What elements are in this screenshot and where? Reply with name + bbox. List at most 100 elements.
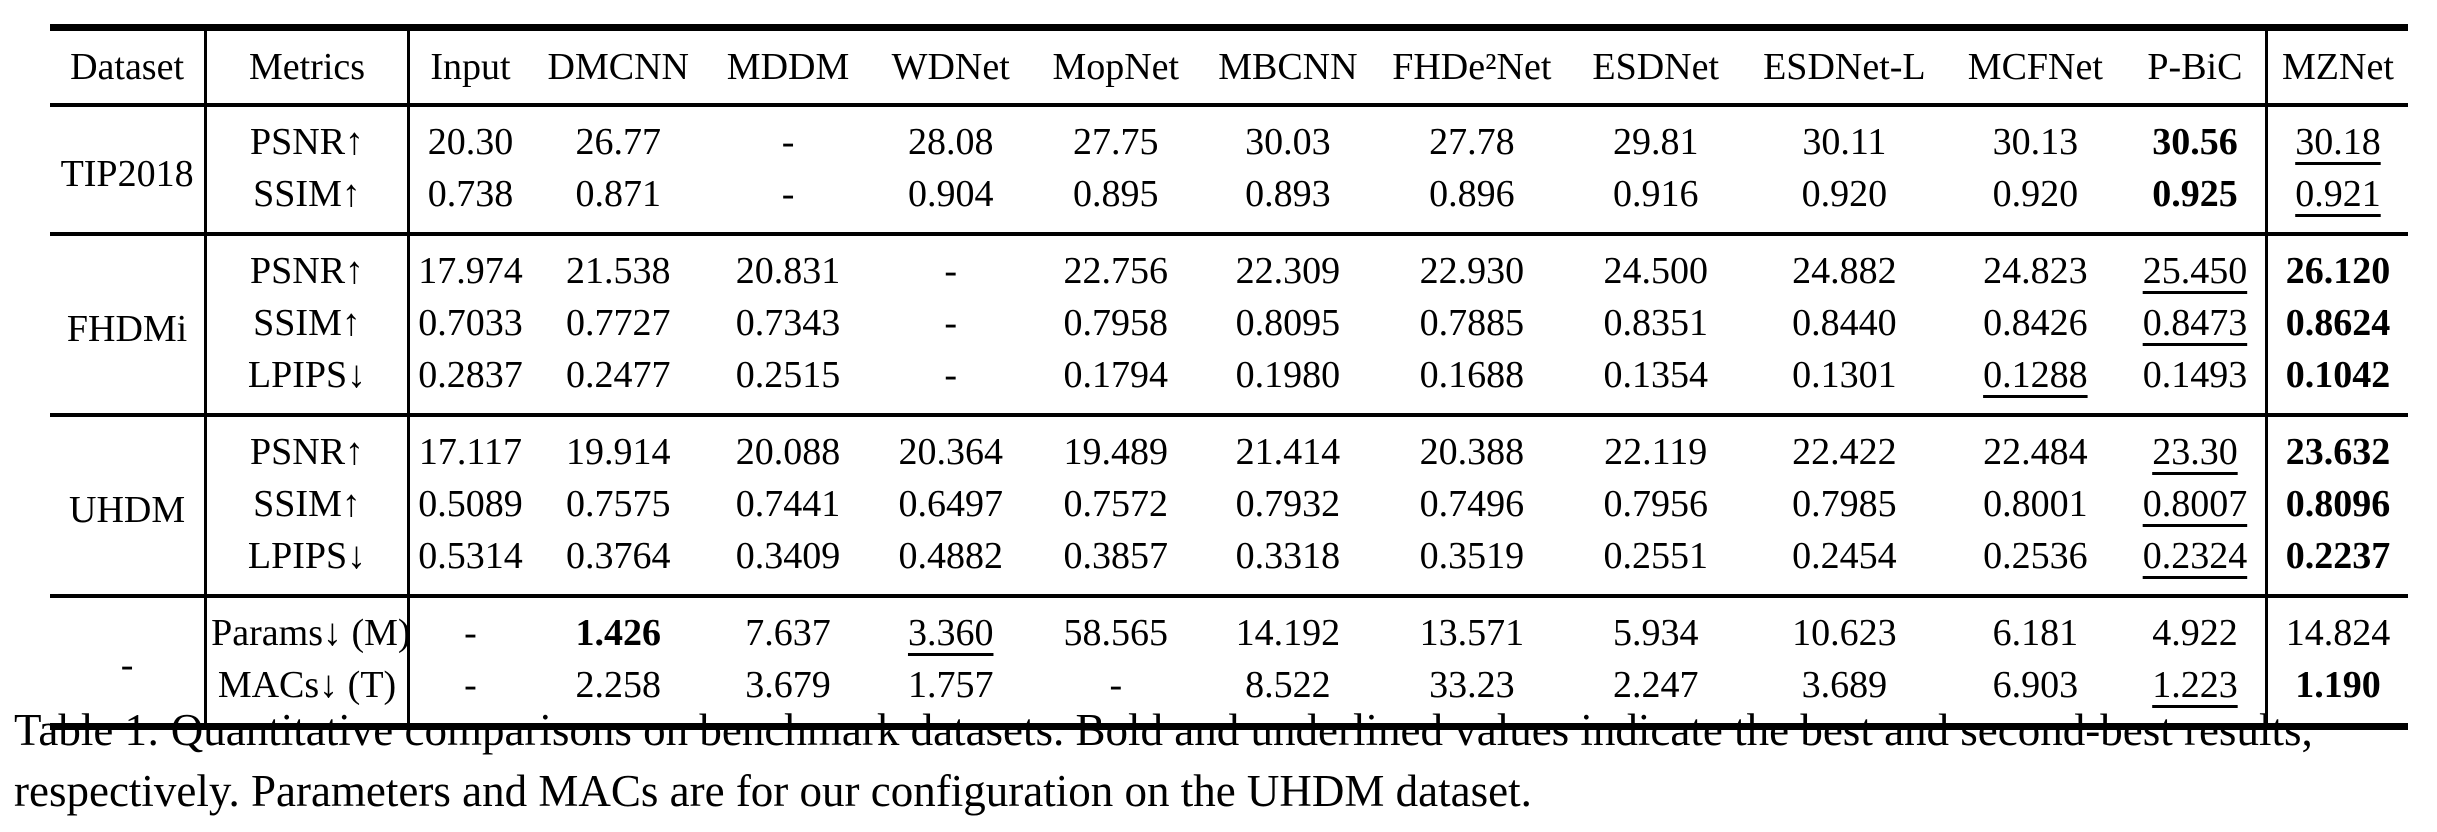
value-cell: 0.738 bbox=[408, 168, 531, 234]
header-row: Dataset Metrics Input DMCNN MDDM WDNet MopNet M… bbox=[50, 27, 2408, 105]
value-cell: 20.831 bbox=[706, 234, 871, 297]
value: 0.896 bbox=[1429, 173, 1515, 215]
column-header-mopnet: MopNet bbox=[1052, 46, 1180, 88]
value: 0.7496 bbox=[1419, 483, 1525, 525]
value-cell: 33.23 bbox=[1375, 659, 1568, 727]
value-cell: 0.893 bbox=[1201, 168, 1375, 234]
value: 22.119 bbox=[1604, 431, 1708, 473]
value-cell: 0.7885 bbox=[1375, 297, 1568, 349]
value-cell: 1.757 bbox=[871, 659, 1031, 727]
value-cell: 0.904 bbox=[871, 168, 1031, 234]
column-header-input: Input bbox=[430, 46, 511, 88]
column-header-esdnet: ESDNet bbox=[1592, 46, 1720, 88]
value-cell: 0.4882 bbox=[871, 530, 1031, 596]
value-cell: 20.30 bbox=[408, 105, 531, 168]
value-cell: 0.8351 bbox=[1568, 297, 1742, 349]
value-cell: 0.1794 bbox=[1031, 349, 1201, 415]
column-header-dataset: Dataset bbox=[50, 27, 208, 105]
value-cell: 0.7956 bbox=[1568, 478, 1742, 530]
metric-label: PSNR↑ bbox=[205, 415, 410, 478]
value-cell: 3.689 bbox=[1743, 659, 1946, 727]
table-row: SSIM↑ 0.738 0.871 - 0.904 0.895 0.893 0.896 0.91… bbox=[50, 168, 2408, 234]
value-cell: 3.360 bbox=[871, 596, 1031, 659]
value: 28.08 bbox=[907, 121, 994, 163]
value-cell: 0.1980 bbox=[1201, 349, 1375, 415]
value-cell: 26.120 bbox=[2266, 234, 2408, 297]
value-cell: 0.1688 bbox=[1375, 349, 1568, 415]
value: 0.871 bbox=[575, 173, 662, 215]
second-best-value: 0.2324 bbox=[2142, 535, 2248, 577]
value: - bbox=[464, 664, 477, 706]
section-uhdm: UHDM PSNR↑ 17.117 19.914 20.088 20.364 19.489 2… bbox=[50, 415, 2408, 596]
value-cell: 20.388 bbox=[1375, 415, 1568, 478]
value: 0.3857 bbox=[1063, 535, 1169, 577]
best-value: 0.1042 bbox=[2285, 354, 2391, 396]
second-best-value: 0.8007 bbox=[2142, 483, 2248, 525]
value-cell: 14.824 bbox=[2266, 596, 2408, 659]
second-best-value: 30.18 bbox=[2295, 121, 2381, 163]
value: 1.757 bbox=[907, 664, 994, 706]
value-cell: 0.7727 bbox=[531, 297, 705, 349]
value: 0.7441 bbox=[735, 483, 841, 525]
value: 0.8001 bbox=[1983, 483, 2088, 525]
value-cell: 14.192 bbox=[1201, 596, 1375, 659]
value: 22.309 bbox=[1235, 250, 1341, 292]
table-row: LPIPS↓ 0.2837 0.2477 0.2515 - 0.1794 0.1980 0.1… bbox=[50, 349, 2408, 415]
value-cell: 0.871 bbox=[531, 168, 705, 234]
best-value: 26.120 bbox=[2285, 250, 2391, 292]
value-cell: 0.7441 bbox=[706, 478, 871, 530]
value-cell: 30.18 bbox=[2266, 105, 2408, 168]
value: 0.920 bbox=[1992, 173, 2079, 215]
value: 19.914 bbox=[566, 431, 671, 473]
table-row: FHDMi PSNR↑ 17.974 21.538 20.831 - 22.756 22.30… bbox=[50, 234, 2408, 415]
value-cell: 0.2237 bbox=[2266, 530, 2408, 596]
dataset-label: FHDMi bbox=[50, 234, 208, 415]
value-cell: 0.1301 bbox=[1743, 349, 1946, 415]
value-cell: 27.78 bbox=[1375, 105, 1568, 168]
value: 14.824 bbox=[2285, 612, 2391, 654]
value: 0.6497 bbox=[898, 483, 1003, 525]
value: 22.422 bbox=[1792, 431, 1897, 473]
value: - bbox=[781, 173, 795, 215]
metric-label: Params↓ (M) bbox=[205, 596, 411, 659]
value: 0.7343 bbox=[735, 302, 841, 344]
value: 0.3409 bbox=[735, 535, 841, 577]
best-value: 23.632 bbox=[2285, 431, 2391, 473]
value-cell: 22.484 bbox=[1946, 415, 2125, 478]
value-cell: 0.3764 bbox=[531, 530, 705, 596]
value: - bbox=[944, 250, 958, 292]
value-cell: 2.247 bbox=[1568, 659, 1742, 727]
value-cell: 19.914 bbox=[531, 415, 705, 478]
value: 0.916 bbox=[1612, 173, 1699, 215]
value-cell: 20.088 bbox=[706, 415, 871, 478]
value: 5.934 bbox=[1612, 612, 1699, 654]
value-cell: 0.1042 bbox=[2266, 349, 2408, 415]
metric-label: PSNR↑ bbox=[205, 234, 410, 297]
value: 0.7727 bbox=[566, 302, 671, 344]
value-cell: 0.8001 bbox=[1946, 478, 2125, 530]
value: 4.922 bbox=[2152, 612, 2238, 654]
table-header: Dataset Metrics Input DMCNN MDDM WDNet MopNet M… bbox=[50, 27, 2408, 105]
value-cell: 0.8007 bbox=[2124, 478, 2268, 530]
value-cell: 1.426 bbox=[531, 596, 705, 659]
value-cell: - bbox=[706, 168, 871, 234]
value: - bbox=[944, 302, 958, 344]
value-cell: 58.565 bbox=[1031, 596, 1201, 659]
value-cell: 0.8440 bbox=[1743, 297, 1946, 349]
value: 0.895 bbox=[1073, 173, 1159, 215]
best-value: 30.56 bbox=[2152, 121, 2238, 163]
value-cell: 0.1288 bbox=[1946, 349, 2125, 415]
value-cell: 30.03 bbox=[1201, 105, 1375, 168]
value: 58.565 bbox=[1063, 612, 1169, 654]
second-best-value: 23.30 bbox=[2152, 431, 2238, 473]
value-cell: 10.623 bbox=[1743, 596, 1946, 659]
value: 0.5089 bbox=[418, 483, 523, 525]
value: 0.8095 bbox=[1235, 302, 1341, 344]
second-best-value: 0.1288 bbox=[1983, 354, 2088, 396]
value-cell: 0.3318 bbox=[1201, 530, 1375, 596]
value: 0.8426 bbox=[1983, 302, 2088, 344]
value: 0.1354 bbox=[1603, 354, 1708, 396]
value: 30.11 bbox=[1802, 121, 1887, 163]
value: 0.8440 bbox=[1792, 302, 1897, 344]
